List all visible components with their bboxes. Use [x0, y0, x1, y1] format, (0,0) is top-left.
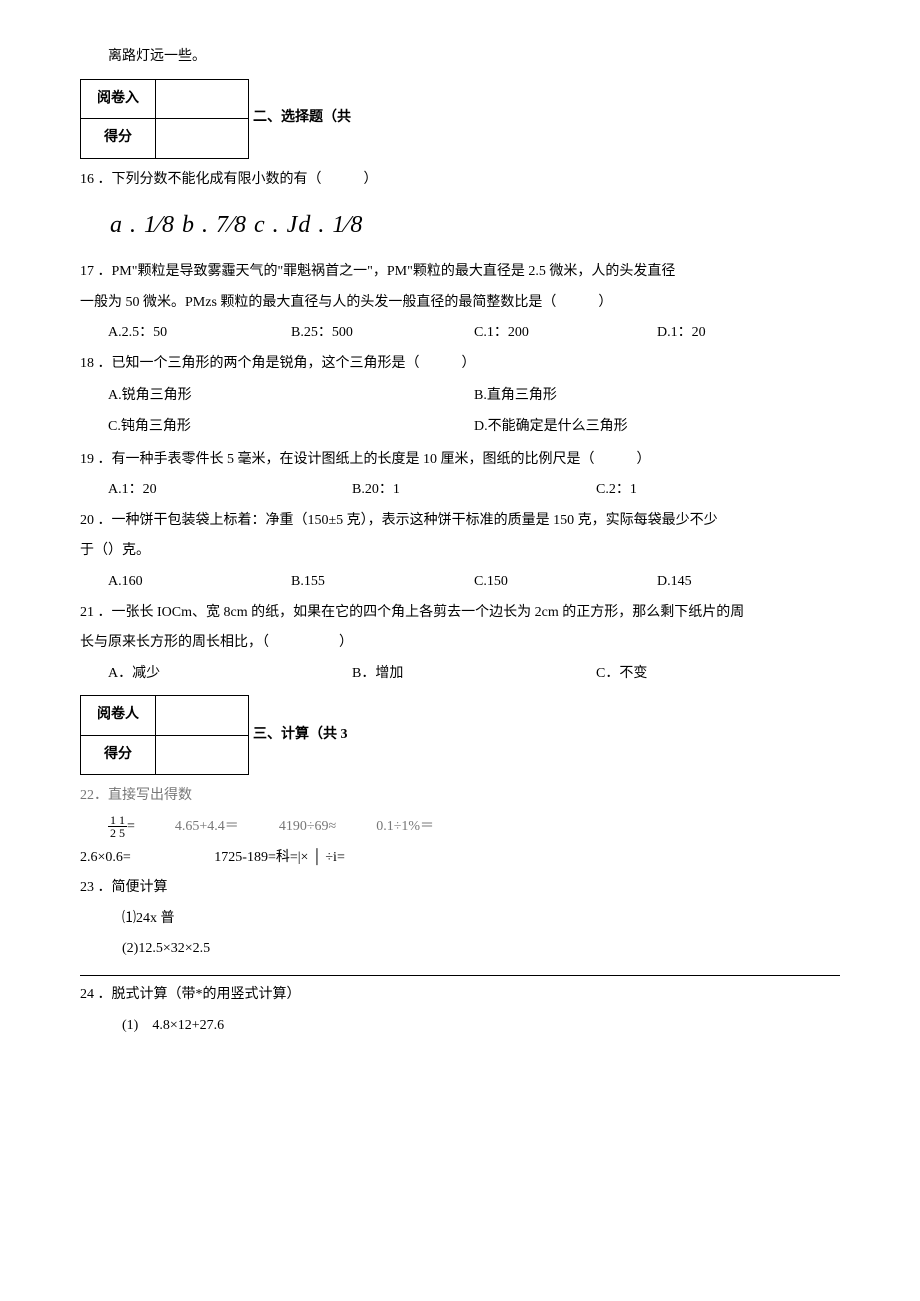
q22-stem: 22．直接写出得数	[80, 783, 840, 810]
scorebox-label-reviewer: 阅卷入	[81, 79, 156, 119]
q22-c2: 4.65+4.4＝	[175, 814, 239, 841]
q22-row2b: 1725-189=科=|× │ ÷i=	[214, 850, 345, 865]
q18-opt-c: C.钝角三角形	[108, 414, 474, 441]
q23-p2: (2)12.5×32×2.5	[122, 936, 840, 963]
q18-options: A.锐角三角形 B.直角三角形 C.钝角三角形 D.不能确定是什么三角形	[108, 381, 840, 442]
q21-options: A．减少 B．增加 C．不变	[108, 661, 840, 688]
q20-opt-a: A.160	[108, 569, 291, 596]
q22-row1: 1 1 2 5 = 4.65+4.4＝ 4190÷69≈ 0.1÷1%＝	[108, 814, 840, 841]
q21-line2: 长与原来长方形的周长相比，（ ）	[80, 630, 840, 657]
q17-opt-a: A.2.5：50	[108, 320, 291, 347]
scorebox2-value-score	[156, 735, 249, 775]
q21-opt-b: B．增加	[352, 661, 596, 688]
q18-opt-a: A.锐角三角形	[108, 383, 474, 410]
score-box-2: 阅卷入 得分	[80, 79, 249, 159]
q19-opt-a: A.1：20	[108, 477, 352, 504]
q20-options: A.160 B.155 C.150 D.145	[108, 569, 840, 596]
score-box-3: 阅卷人 得分	[80, 695, 249, 775]
fraction-icon: 1 1 2 5	[108, 814, 127, 839]
q22-c1: 1 1 2 5 =	[108, 814, 135, 841]
q23-stem: 23 ．简便计算	[80, 875, 840, 902]
q18-opt-d: D.不能确定是什么三角形	[474, 414, 840, 441]
divider-line	[80, 975, 840, 976]
q21-opt-a: A．减少	[108, 661, 352, 688]
scorebox-label-score: 得分	[81, 119, 156, 159]
q17-line2: 一般为 50 微米。PMzs 颗粒的最大直径与人的头发一般直径的最简整数比是（ …	[80, 290, 840, 317]
section-2-header: 阅卷入 得分 二、选择题（共	[80, 79, 840, 159]
q18-stem: 18 ．已知一个三角形的两个角是锐角，这个三角形是（ ）	[80, 351, 840, 378]
scorebox2-label-reviewer: 阅卷人	[81, 696, 156, 736]
section-3-header: 阅卷人 得分 三、计算（共 3	[80, 695, 840, 775]
frac-den: 2 5	[108, 827, 127, 839]
q22-row2a: 2.6×0.6=	[80, 850, 131, 865]
q17-options: A.2.5：50 B.25：500 C.1：200 D.1：20	[108, 320, 840, 347]
section-2-title: 二、选择题（共	[253, 105, 351, 132]
intro-line: 离路灯远一些。	[80, 44, 840, 71]
q19-stem: 19 ．有一种手表零件长 5 毫米，在设计图纸上的长度是 10 厘米，图纸的比例…	[80, 447, 840, 474]
q22-c4: 0.1÷1%＝	[376, 814, 434, 841]
q24-stem: 24 ．脱式计算（带*的用竖式计算）	[80, 982, 840, 1009]
scorebox-value-score	[156, 119, 249, 159]
scorebox2-label-score: 得分	[81, 735, 156, 775]
q19-options: A.1：20 B.20：1 C.2：1	[108, 477, 840, 504]
q19-opt-c: C.2：1	[596, 477, 840, 504]
q20-line2: 于（）克。	[80, 538, 840, 565]
q17-line1: 17 ．PM"颗粒是导致雾霾天气的"罪魁祸首之一"，PM"颗粒的最大直径是 2.…	[80, 259, 840, 286]
q17-opt-d: D.1：20	[657, 320, 840, 347]
q17-opt-b: B.25：500	[291, 320, 474, 347]
q23-p1: ⑴24x 普	[122, 906, 840, 933]
q19-opt-b: B.20：1	[352, 477, 596, 504]
q17-opt-c: C.1：200	[474, 320, 657, 347]
section-3-title: 三、计算（共 3	[253, 722, 348, 749]
scorebox2-value-reviewer	[156, 696, 249, 736]
q16-formula: a . 1⁄8 b . 7⁄8 c . Jd . 1⁄8	[110, 203, 840, 249]
q20-opt-d: D.145	[657, 569, 840, 596]
q20-opt-b: B.155	[291, 569, 474, 596]
q18-opt-b: B.直角三角形	[474, 383, 840, 410]
q22-row2: 2.6×0.6= 1725-189=科=|× │ ÷i=	[80, 845, 840, 872]
frac-eq: =	[127, 819, 135, 834]
q20-line1: 20 ．一种饼干包装袋上标着：净重（150±5 克），表示这种饼干标准的质量是 …	[80, 508, 840, 535]
q24-p1: (1) 4.8×12+27.6	[122, 1013, 840, 1040]
q22-c3: 4190÷69≈	[279, 814, 336, 841]
q20-opt-c: C.150	[474, 569, 657, 596]
q21-line1: 21 ．一张长 IOCm、宽 8cm 的纸，如果在它的四个角上各剪去一个边长为 …	[80, 600, 840, 627]
scorebox-value-reviewer	[156, 79, 249, 119]
q16-stem: 16 ．下列分数不能化成有限小数的有（ ）	[80, 167, 840, 194]
q21-opt-c: C．不变	[596, 661, 840, 688]
